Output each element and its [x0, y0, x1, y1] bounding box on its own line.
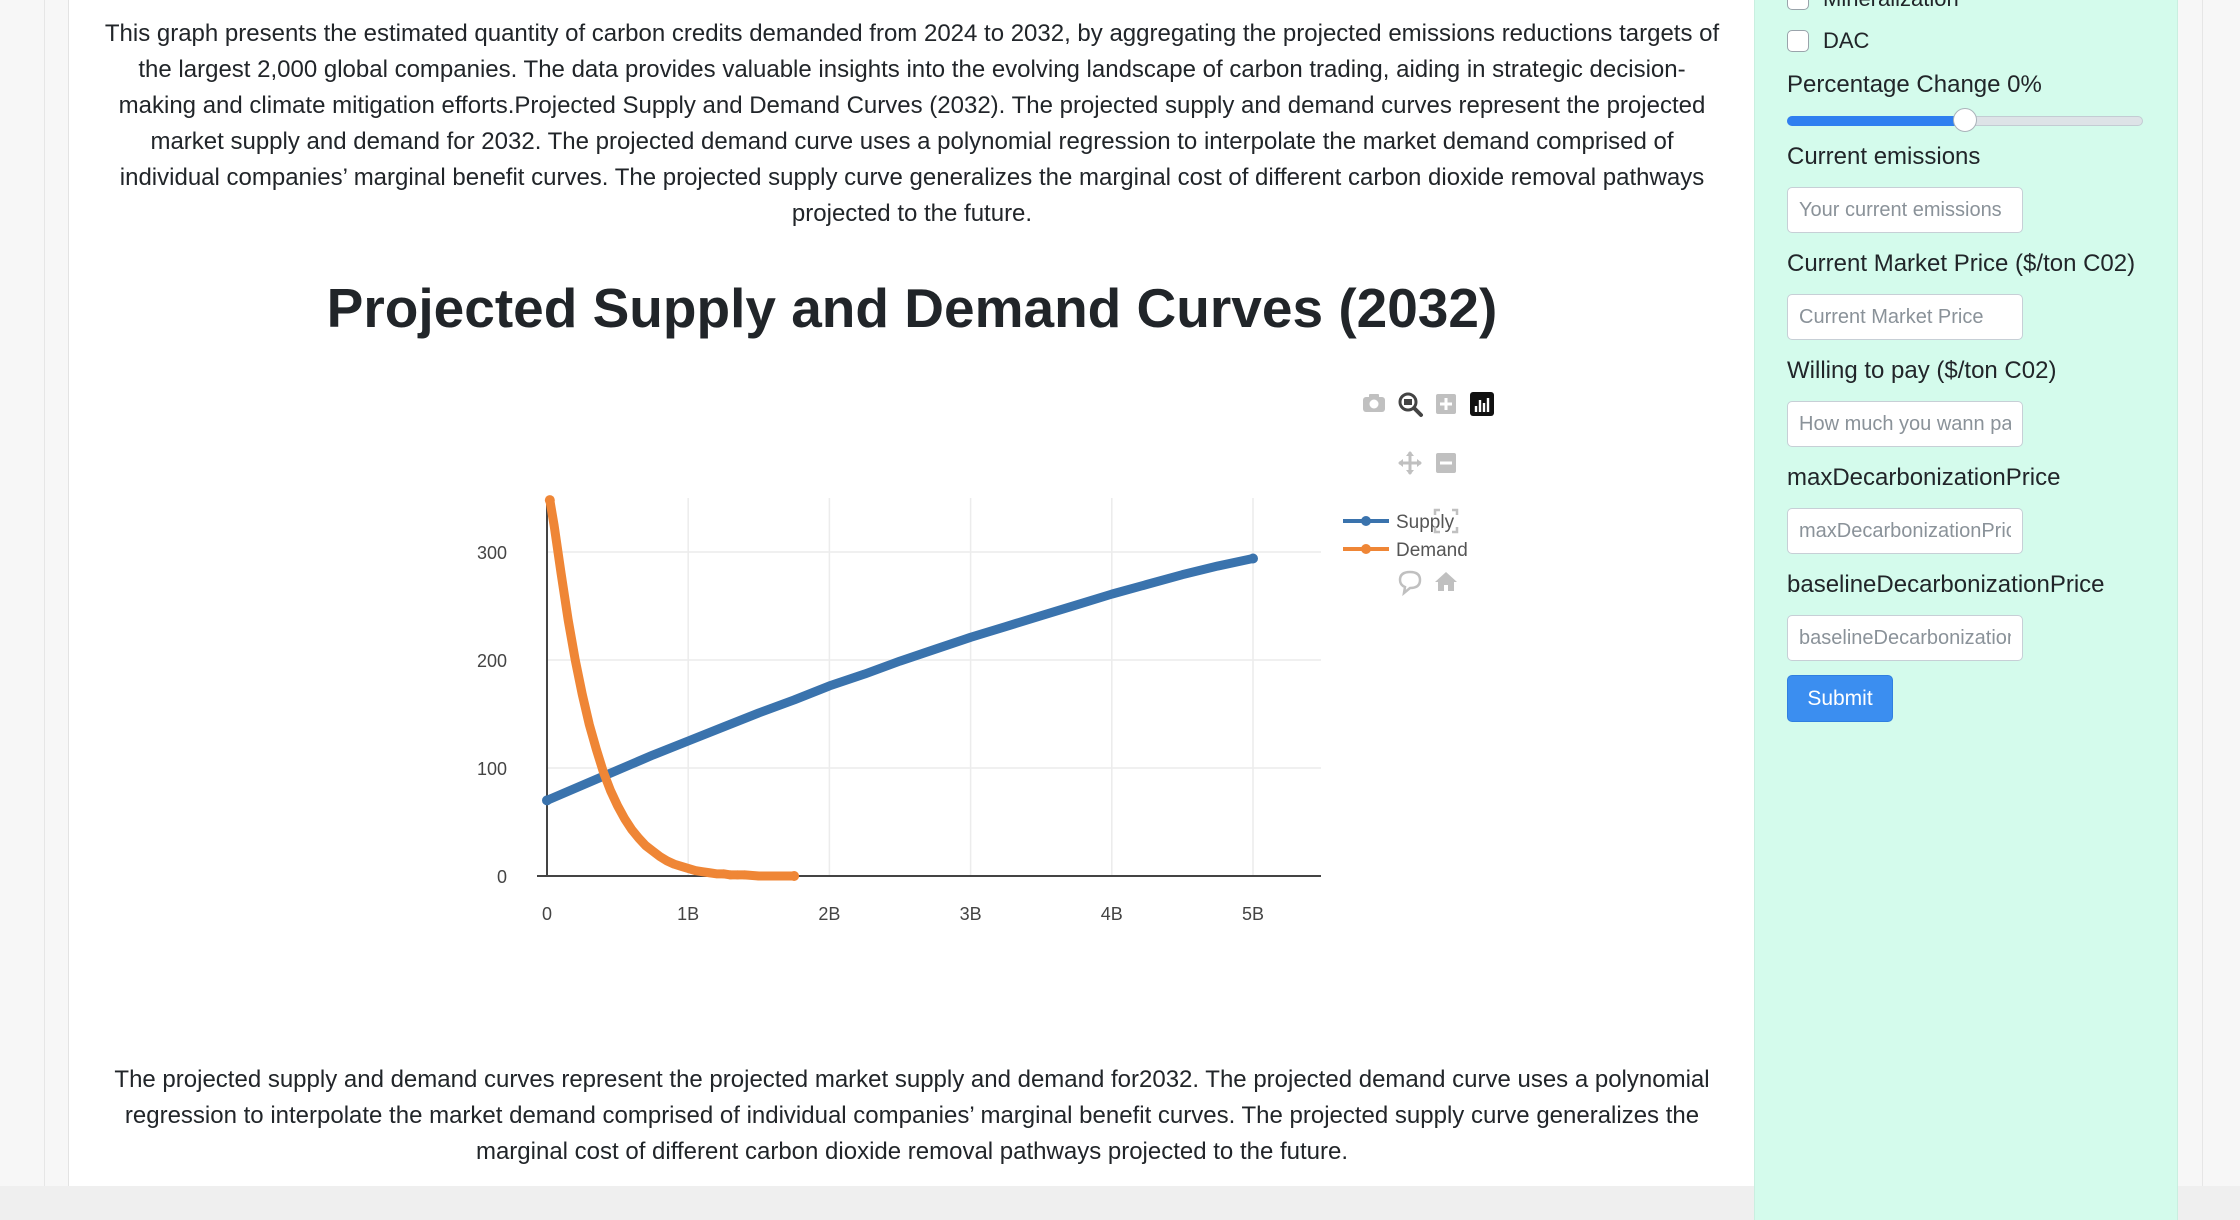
pan-icon[interactable]: [1394, 447, 1426, 479]
slider-fill: [1787, 116, 1965, 126]
logo-box: [1470, 392, 1494, 416]
zoom-in-icon[interactable]: [1430, 388, 1462, 420]
y-tick-label: 300: [477, 543, 507, 563]
current-emissions-input[interactable]: [1787, 187, 2023, 233]
page-border-right: [2202, 0, 2203, 1220]
mineralization-option[interactable]: Mineralization: [1787, 0, 1959, 12]
demand-series-line: [545, 495, 799, 881]
autoscale-icon[interactable]: [1430, 505, 1462, 537]
legend-item-demand[interactable]: Demand: [1343, 540, 1468, 561]
logo-bar: [1486, 398, 1490, 412]
reset-axes-icon[interactable]: [1430, 566, 1462, 598]
zoom-out-icon[interactable]: [1430, 447, 1462, 479]
page-border-left: [44, 0, 45, 1220]
baseline-decarbonization-label: baselineDecarbonizationPrice: [1787, 571, 2105, 598]
legend-label-supply: Supply: [1396, 512, 1455, 533]
x-tick-label: 4B: [1101, 904, 1123, 924]
submit-button[interactable]: Submit: [1787, 675, 1893, 722]
x-tick-label: 5B: [1242, 904, 1264, 924]
logo-bar: [1474, 406, 1478, 412]
speech-bubble: [1398, 570, 1422, 597]
pan-arrows: [1398, 451, 1422, 475]
legend-marker-supply: [1361, 516, 1371, 526]
mineralization-checkbox[interactable]: [1787, 0, 1809, 10]
input-sidebar: Mineralization DAC Percentage Change 0% …: [1754, 0, 2178, 1220]
demand-data-point: [789, 871, 800, 881]
x-tick-label: 1B: [677, 904, 699, 924]
legend-marker-demand: [1361, 544, 1371, 554]
percentage-change-label: Percentage Change 0%: [1787, 71, 2042, 98]
x-tick-label: 0: [542, 904, 552, 924]
demand-data-point: [719, 869, 728, 879]
x-tick-label: 2B: [818, 904, 840, 924]
intro-paragraph: This graph presents the estimated quanti…: [104, 20, 1720, 227]
x-tick-label: 3B: [960, 904, 982, 924]
dac-option[interactable]: DAC: [1787, 28, 1869, 54]
baseline-decarbonization-input[interactable]: [1787, 615, 2023, 661]
supply-demand-chart[interactable]: 0 1B 2B 3B 4B 5B 0 100 200 300 Supply Demand: [69, 0, 1755, 1186]
percentage-slider[interactable]: [1787, 108, 2143, 132]
willing-to-pay-input[interactable]: [1787, 401, 2023, 447]
legend-item-supply[interactable]: Supply: [1343, 512, 1455, 533]
camera-lens: [1369, 399, 1379, 409]
y-tick-label: 0: [497, 867, 507, 887]
zoom-icon[interactable]: [1394, 388, 1426, 420]
supply-series-line: [542, 553, 1258, 805]
home-shape: [1435, 572, 1457, 591]
slider-handle[interactable]: [1953, 108, 1977, 132]
demand-data-point: [740, 870, 750, 880]
demand-data-point: [726, 870, 736, 880]
y-tick-label: 200: [477, 651, 507, 671]
max-decarbonization-label: maxDecarbonizationPrice: [1787, 464, 2061, 491]
supply-data-point: [542, 795, 552, 806]
legend-label-demand: Demand: [1396, 540, 1468, 561]
demand-data-point: [754, 871, 764, 881]
current-emissions-label: Current emissions: [1787, 143, 1981, 170]
demand-data-point: [544, 495, 555, 506]
mineralization-label: Mineralization: [1823, 0, 1959, 12]
logo-bar: [1482, 403, 1486, 412]
zoom-handle: [1412, 406, 1423, 417]
chart-container: 0 1B 2B 3B 4B 5B 0 100 200 300 Supply Demand: [69, 0, 1755, 1186]
market-price-input[interactable]: [1787, 294, 2023, 340]
logo-bar: [1478, 400, 1482, 412]
market-price-label: Current Market Price ($/ton C02): [1787, 250, 2136, 277]
camera-icon[interactable]: [1358, 388, 1390, 420]
chart-title: Projected Supply and Demand Curves (2032…: [326, 277, 1498, 339]
outro-paragraph: The projected supply and demand curves r…: [114, 1066, 1710, 1165]
autoscale-corners: [1433, 508, 1459, 534]
demand-data-point: [733, 870, 743, 880]
dac-label: DAC: [1823, 28, 1870, 53]
max-decarbonization-input[interactable]: [1787, 508, 2023, 554]
zoom-lens: [1398, 392, 1418, 412]
main-content: This graph presents the estimated quanti…: [68, 0, 1755, 1186]
willing-to-pay-label: Willing to pay ($/ton C02): [1787, 357, 2057, 384]
hover-compare-icon[interactable]: [1394, 566, 1426, 598]
supply-data-point: [1248, 553, 1258, 564]
camera-top: [1369, 394, 1379, 398]
plotly-logo-icon[interactable]: [1466, 388, 1498, 420]
y-tick-label: 100: [477, 759, 507, 779]
dac-checkbox[interactable]: [1787, 30, 1809, 52]
zoom-box: [1404, 399, 1412, 405]
